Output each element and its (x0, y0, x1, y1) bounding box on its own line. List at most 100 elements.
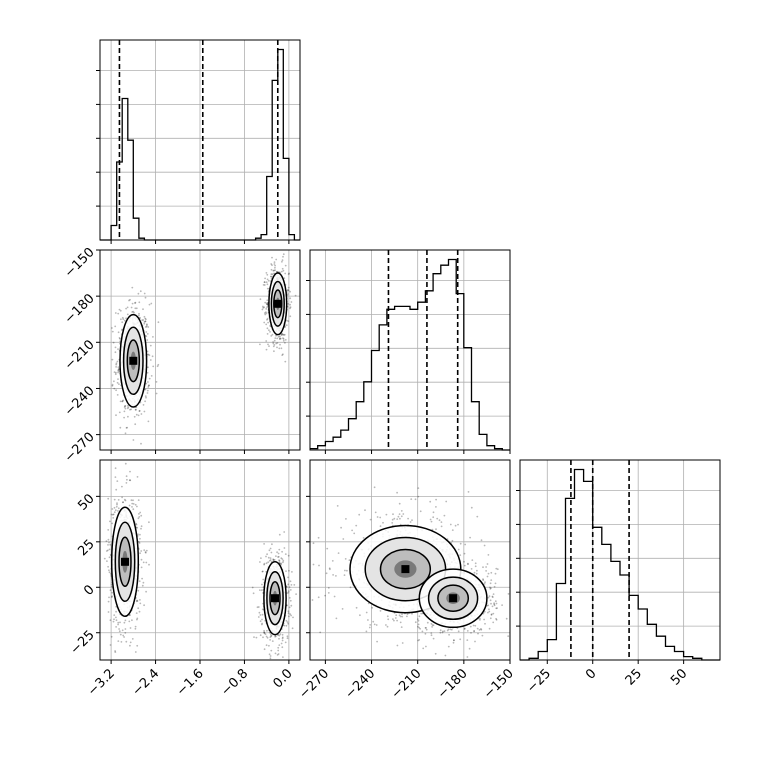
scatter-point (127, 406, 130, 409)
xtick-label: 50 (668, 666, 690, 688)
scatter-point (140, 525, 143, 528)
scatter-point (115, 610, 117, 613)
scatter-point (114, 509, 117, 512)
scatter-point (124, 407, 127, 410)
scatter-point (262, 307, 265, 309)
scatter-point (135, 413, 138, 416)
scatter-point (269, 655, 272, 657)
scatter-point (489, 588, 492, 590)
scatter-point (129, 627, 132, 629)
scatter-point (376, 516, 379, 518)
scatter-point (418, 626, 420, 629)
scatter-point (284, 641, 287, 644)
ytick-label: 0 (81, 582, 97, 598)
scatter-point (138, 580, 141, 583)
scatter-point (140, 514, 143, 517)
scatter-point (289, 303, 291, 306)
scatter-point (318, 564, 320, 567)
scatter-point (414, 621, 417, 624)
scatter-point (125, 475, 128, 478)
scatter-point (107, 600, 110, 603)
scatter-point (287, 286, 290, 289)
scatter-point (435, 506, 437, 508)
scatter-point (447, 628, 450, 631)
scatter-point (425, 628, 428, 631)
scatter-point (278, 347, 281, 350)
axis-labels-left: −270 −240 −210 −180 −150 −25 0 25 50 (62, 245, 100, 658)
scatter-point (151, 355, 154, 358)
scatter-point (259, 589, 261, 591)
scatter-point (117, 369, 120, 372)
scatter-point (111, 508, 114, 510)
scatter-point (288, 597, 291, 599)
scatter-point (116, 360, 119, 363)
scatter-point (125, 307, 127, 310)
scatter-point (266, 299, 269, 302)
scatter-point (463, 564, 466, 567)
scatter-point (129, 479, 132, 482)
scatter-point (148, 521, 150, 524)
hist-2-quantiles (570, 460, 630, 660)
scatter-point (269, 639, 271, 641)
scatter-1-2-frame (309, 459, 511, 661)
scatter-point (121, 321, 124, 324)
scatter-point (434, 652, 437, 655)
scatter-point (145, 335, 148, 338)
scatter-point (417, 623, 420, 626)
scatter-point (108, 548, 111, 551)
scatter-point (110, 513, 113, 516)
scatter-point (110, 585, 113, 588)
scatter-point (135, 408, 137, 411)
scatter-point (480, 628, 482, 630)
scatter-point (122, 634, 125, 637)
scatter-point (495, 607, 498, 610)
scatter-point (255, 636, 258, 639)
scatter-point (336, 505, 339, 507)
scatter-point (484, 622, 486, 625)
scatter-point (118, 383, 120, 385)
scatter-point (386, 615, 389, 618)
scatter-point (281, 633, 284, 636)
scatter-point (259, 614, 262, 616)
scatter-point (263, 631, 265, 633)
hist-1-quantiles (387, 250, 459, 450)
scatter-point (494, 600, 497, 603)
scatter-point (145, 396, 147, 399)
scatter-point (132, 503, 135, 505)
scatter-point (131, 506, 133, 508)
scatter-point (268, 329, 270, 332)
scatter-point (496, 568, 499, 571)
scatter-point (137, 607, 140, 610)
scatter-point (432, 637, 435, 640)
scatter-point (469, 625, 472, 628)
scatter-point (259, 343, 261, 346)
hist-0-yticks (96, 70, 100, 207)
scatter-point (129, 641, 132, 644)
scatter-point (266, 629, 268, 632)
scatter-point (265, 323, 268, 326)
scatter-0-2-contours (110, 506, 287, 636)
scatter-point (277, 653, 280, 655)
scatter-point (119, 426, 122, 429)
scatter-point (425, 645, 427, 648)
scatter-point (411, 519, 413, 521)
scatter-point (124, 619, 127, 622)
scatter-point (113, 380, 115, 383)
scatter-point (273, 269, 275, 272)
scatter-point (117, 368, 120, 371)
scatter-point (483, 544, 486, 547)
scatter-point (289, 580, 292, 583)
scatter-point (287, 612, 290, 614)
scatter-point (268, 549, 271, 552)
scatter-point (115, 389, 117, 392)
scatter-point (281, 636, 284, 639)
scatter-point (470, 506, 473, 509)
scatter-point (490, 587, 492, 589)
scatter-point (136, 476, 139, 478)
scatter-point (139, 290, 142, 293)
scatter-point (135, 523, 138, 526)
scatter-point (277, 649, 280, 652)
scatter-point (270, 273, 273, 275)
scatter-point (274, 264, 276, 267)
